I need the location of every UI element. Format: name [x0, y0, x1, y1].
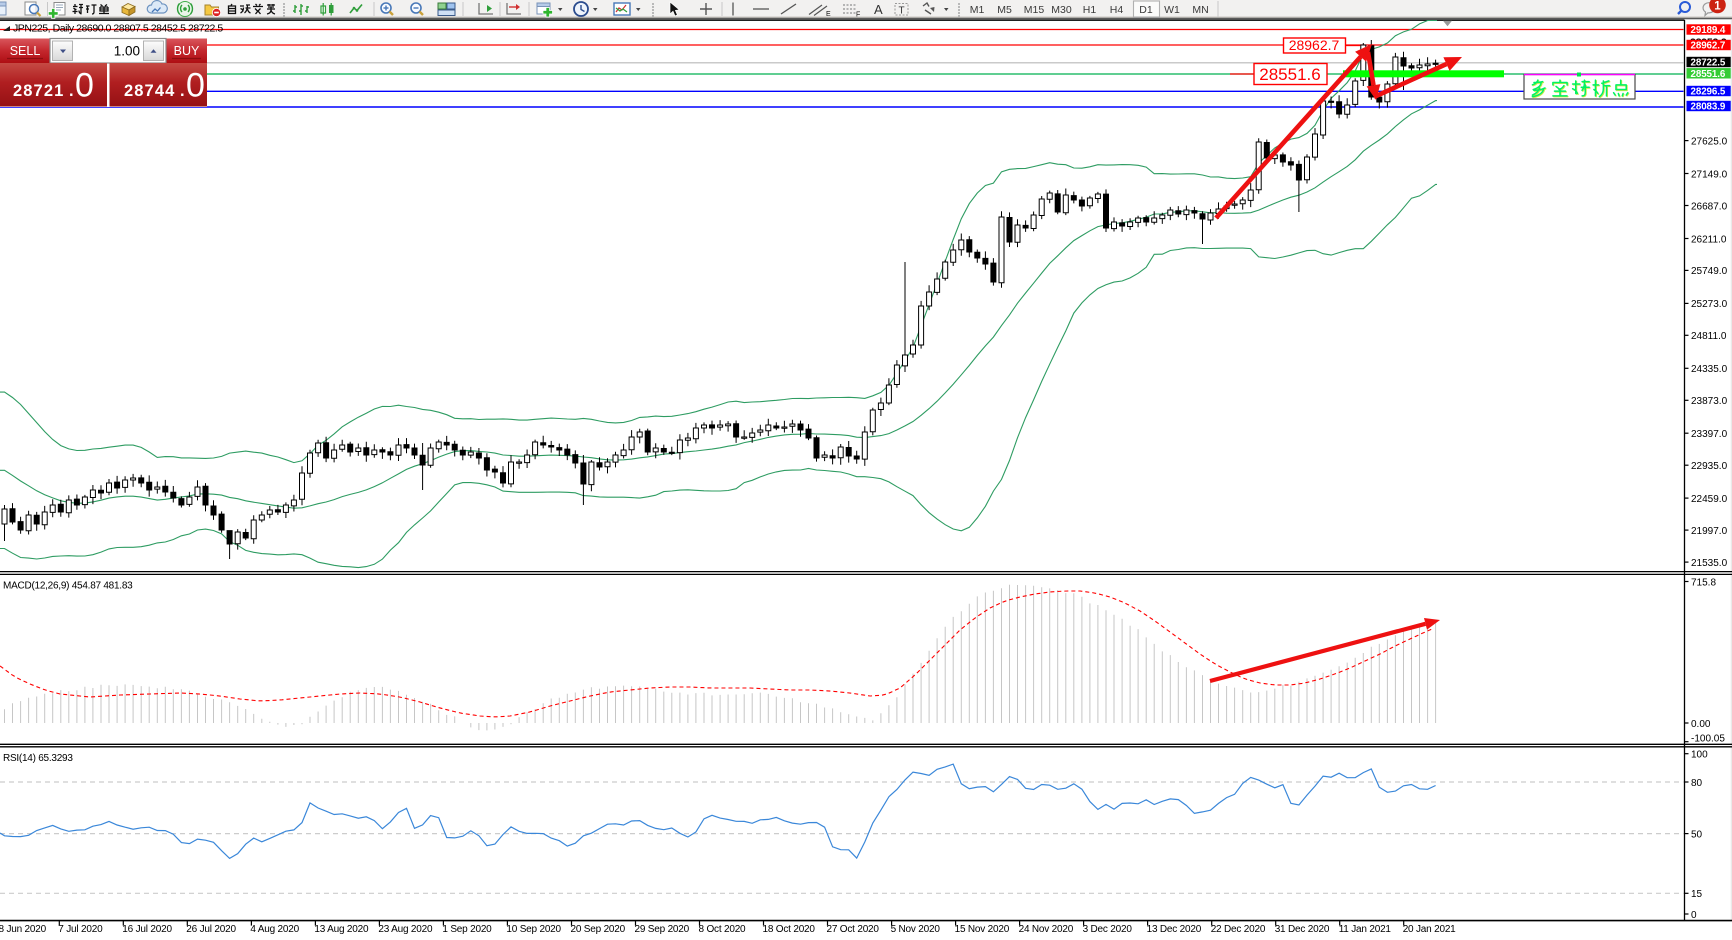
svg-text:-100.05: -100.05: [1691, 733, 1725, 744]
svg-text:23397.0: 23397.0: [1691, 429, 1728, 440]
svg-text:3 Dec 2020: 3 Dec 2020: [1083, 924, 1133, 935]
svg-text:23 Aug 2020: 23 Aug 2020: [378, 924, 433, 935]
svg-text:T: T: [899, 6, 905, 17]
svg-text:M15: M15: [1024, 4, 1045, 16]
svg-text:JPN225, Daily 28690.0 28807.5: JPN225, Daily 28690.0 28807.5 28452.5 28…: [13, 23, 223, 35]
svg-text:28744: 28744: [124, 82, 175, 100]
svg-text:23873.0: 23873.0: [1691, 396, 1728, 407]
svg-text:W1: W1: [1164, 4, 1180, 16]
svg-text:28083.9: 28083.9: [1691, 102, 1726, 113]
svg-text:715.8: 715.8: [1691, 577, 1716, 588]
svg-text:BUY: BUY: [174, 44, 200, 58]
svg-text:A: A: [874, 2, 883, 17]
svg-text:0.00: 0.00: [1691, 719, 1711, 730]
svg-text:MN: MN: [1192, 4, 1208, 16]
svg-text:E: E: [826, 11, 831, 18]
svg-text:25273.0: 25273.0: [1691, 299, 1728, 310]
svg-text:21535.0: 21535.0: [1691, 558, 1728, 569]
svg-text:1: 1: [1714, 1, 1721, 13]
svg-text:29189.4: 29189.4: [1691, 25, 1726, 36]
svg-text:27625.0: 27625.0: [1691, 136, 1728, 147]
svg-text:13 Dec 2020: 13 Dec 2020: [1147, 924, 1202, 935]
svg-text:1 Sep 2020: 1 Sep 2020: [442, 924, 492, 935]
svg-text:.: .: [180, 82, 185, 100]
svg-text:25749.0: 25749.0: [1691, 266, 1728, 277]
svg-text:27149.0: 27149.0: [1691, 169, 1728, 180]
svg-text:100: 100: [1691, 750, 1708, 761]
svg-text:50: 50: [1691, 829, 1703, 840]
svg-text:18 Oct 2020: 18 Oct 2020: [763, 924, 816, 935]
svg-text:24335.0: 24335.0: [1691, 364, 1728, 375]
svg-text:21997.0: 21997.0: [1691, 526, 1728, 537]
svg-text:M5: M5: [997, 4, 1012, 16]
svg-text:8 Oct 2020: 8 Oct 2020: [699, 924, 747, 935]
svg-text:D1: D1: [1139, 4, 1153, 16]
svg-text:H1: H1: [1083, 4, 1097, 16]
svg-text:22935.0: 22935.0: [1691, 461, 1728, 472]
svg-text:1.00: 1.00: [114, 44, 140, 59]
svg-text:28962.7: 28962.7: [1289, 37, 1340, 53]
svg-text:15 Nov 2020: 15 Nov 2020: [955, 924, 1010, 935]
svg-text:7 Jul 2020: 7 Jul 2020: [58, 924, 103, 935]
svg-text:28721: 28721: [13, 82, 64, 100]
svg-text:13 Aug 2020: 13 Aug 2020: [314, 924, 369, 935]
svg-text:0: 0: [186, 67, 205, 105]
svg-text:5 Nov 2020: 5 Nov 2020: [891, 924, 941, 935]
svg-text:31 Dec 2020: 31 Dec 2020: [1275, 924, 1330, 935]
svg-text:.: .: [69, 82, 74, 100]
svg-text:16 Jul 2020: 16 Jul 2020: [122, 924, 172, 935]
svg-text:27 Oct 2020: 27 Oct 2020: [827, 924, 880, 935]
svg-text:MACD(12,26,9) 454.87 481.83: MACD(12,26,9) 454.87 481.83: [3, 581, 133, 592]
svg-text:RSI(14) 65.3293: RSI(14) 65.3293: [3, 753, 73, 764]
svg-text:0: 0: [1691, 910, 1697, 921]
svg-text:11 Jan 2021: 11 Jan 2021: [1339, 924, 1392, 935]
svg-text:29 Sep 2020: 29 Sep 2020: [635, 924, 690, 935]
svg-text:15: 15: [1691, 889, 1703, 900]
svg-text:28962.7: 28962.7: [1691, 41, 1726, 52]
svg-text:26 Jul 2020: 26 Jul 2020: [186, 924, 236, 935]
svg-text:10 Sep 2020: 10 Sep 2020: [506, 924, 561, 935]
svg-text:0: 0: [75, 67, 94, 105]
svg-text:24 Nov 2020: 24 Nov 2020: [1019, 924, 1074, 935]
svg-text:28722.5: 28722.5: [1691, 58, 1726, 69]
svg-text:M1: M1: [970, 4, 985, 16]
svg-text:80: 80: [1691, 778, 1703, 789]
svg-text:20 Jan 2021: 20 Jan 2021: [1403, 924, 1456, 935]
svg-text:8 Jun 2020: 8 Jun 2020: [0, 924, 47, 935]
svg-text:SELL: SELL: [10, 44, 41, 58]
svg-text:22459.0: 22459.0: [1691, 494, 1728, 505]
svg-text:28551.6: 28551.6: [1691, 69, 1726, 80]
svg-text:H4: H4: [1110, 4, 1124, 16]
svg-text:28551.6: 28551.6: [1259, 65, 1320, 84]
svg-text:26687.0: 26687.0: [1691, 201, 1728, 212]
svg-text:20 Sep 2020: 20 Sep 2020: [571, 924, 626, 935]
svg-text:M30: M30: [1051, 4, 1072, 16]
svg-text:24811.0: 24811.0: [1691, 331, 1727, 342]
svg-text:26211.0: 26211.0: [1691, 234, 1727, 245]
svg-text:28296.5: 28296.5: [1691, 87, 1726, 98]
svg-text:22 Dec 2020: 22 Dec 2020: [1211, 924, 1266, 935]
svg-text:F: F: [856, 12, 860, 19]
svg-text:4 Aug 2020: 4 Aug 2020: [250, 924, 299, 935]
